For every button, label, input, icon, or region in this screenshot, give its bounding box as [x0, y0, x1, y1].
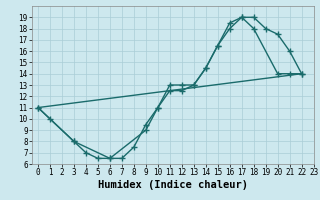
X-axis label: Humidex (Indice chaleur): Humidex (Indice chaleur)	[98, 180, 248, 190]
